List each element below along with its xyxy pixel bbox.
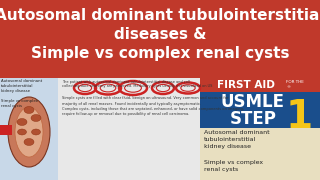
- Text: 1: 1: [286, 98, 313, 136]
- Bar: [200, 128, 320, 180]
- Text: Simple vs complex renal cysts: Simple vs complex renal cysts: [31, 46, 289, 61]
- Text: Autosomal dominant
tubulointerstitial
kidney disease

Simple vs complex
renal cy: Autosomal dominant tubulointerstitial ki…: [1, 79, 42, 107]
- Bar: [200, 78, 320, 92]
- Ellipse shape: [17, 118, 27, 125]
- Text: collecting duct anatomy are preserved. Medullary cysts usually not visualized on: collecting duct anatomy are preserved. M…: [62, 84, 212, 88]
- Ellipse shape: [31, 114, 41, 122]
- Ellipse shape: [24, 138, 34, 145]
- Ellipse shape: [15, 107, 43, 157]
- Text: Simple vs complex
renal cysts: Simple vs complex renal cysts: [204, 160, 263, 172]
- Bar: [0, 125, 12, 135]
- Bar: [0, 78, 200, 180]
- Ellipse shape: [8, 97, 50, 167]
- Text: Simple cysts are filled with clear fluid, benign on ultrasound. Very common and : Simple cysts are filled with clear fluid…: [62, 96, 244, 116]
- Text: USMLE: USMLE: [221, 93, 285, 111]
- Bar: [200, 92, 320, 128]
- Bar: [0, 78, 58, 180]
- Text: ®: ®: [286, 85, 291, 89]
- Ellipse shape: [31, 129, 41, 135]
- Text: The patient with autosomal dominant tubulointerstitial disease and coll: The patient with autosomal dominant tubu…: [62, 80, 190, 84]
- Text: FIRST AID: FIRST AID: [217, 80, 275, 89]
- Text: STEP: STEP: [229, 110, 276, 128]
- Text: FOR THE: FOR THE: [286, 80, 304, 84]
- Ellipse shape: [18, 129, 27, 135]
- Text: diseases &: diseases &: [114, 27, 206, 42]
- Ellipse shape: [24, 107, 34, 114]
- Text: Autosomal dominant tubulointerstitial: Autosomal dominant tubulointerstitial: [0, 8, 320, 23]
- Bar: [0, 0, 320, 78]
- Text: Autosomal dominant
tubulointerstitial
kidney disease: Autosomal dominant tubulointerstitial ki…: [204, 130, 270, 149]
